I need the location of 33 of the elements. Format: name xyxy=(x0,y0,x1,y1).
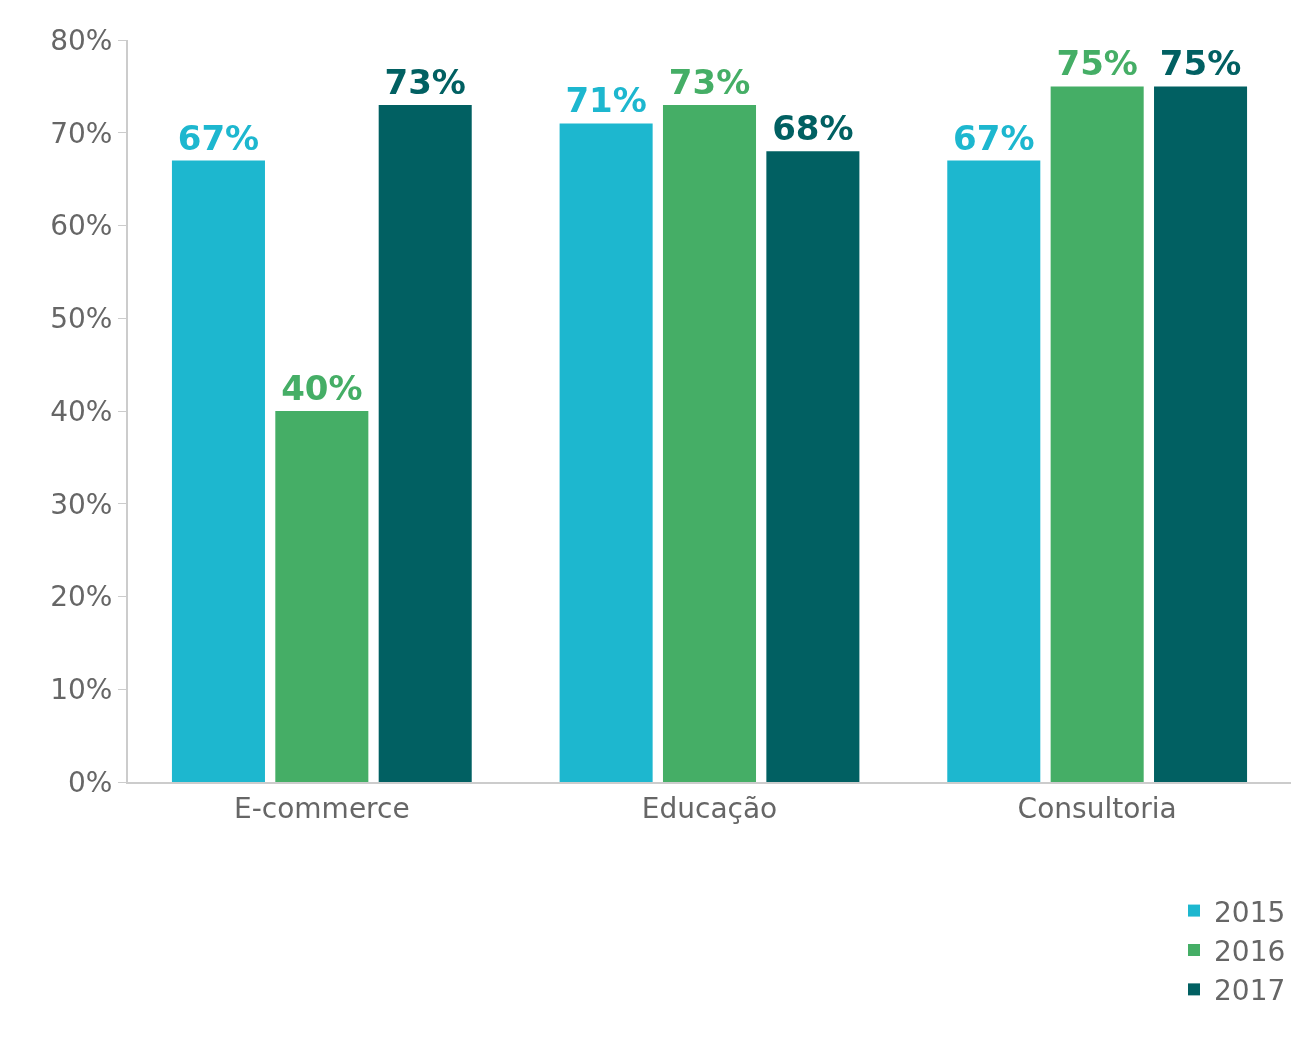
y-tick-label: 70% xyxy=(50,116,113,150)
bar xyxy=(378,104,472,782)
data-label: 75% xyxy=(1056,43,1138,84)
legend-label: 2015 xyxy=(1214,895,1286,929)
x-tick-label: E-commerce xyxy=(234,791,410,825)
y-tick-label: 40% xyxy=(50,394,113,428)
y-tick-label: 60% xyxy=(50,209,113,243)
x-tick-label: Educação xyxy=(641,791,778,825)
bar xyxy=(1050,86,1144,782)
y-tick-label: 20% xyxy=(50,580,113,614)
x-tick-label: Consultoria xyxy=(1017,791,1177,825)
data-label: 40% xyxy=(281,368,363,408)
data-label: 67% xyxy=(177,117,260,158)
y-tick-label: 50% xyxy=(50,302,113,336)
y-tick-label: 80% xyxy=(50,23,113,57)
data-label: 73% xyxy=(384,61,466,102)
bar xyxy=(662,104,757,782)
data-label: 71% xyxy=(565,80,647,121)
data-label: 67% xyxy=(953,117,1035,158)
data-label: 75% xyxy=(1159,43,1242,84)
legend-label: 2016 xyxy=(1214,934,1286,968)
bar xyxy=(1154,86,1248,782)
y-tick-label: 10% xyxy=(50,673,113,707)
bar xyxy=(171,160,265,782)
bar xyxy=(766,151,860,782)
y-tick-label: 30% xyxy=(50,487,113,521)
bar xyxy=(559,123,653,782)
bar xyxy=(275,411,369,782)
y-tick-label: 0% xyxy=(67,765,113,799)
bar xyxy=(947,160,1041,782)
data-label: 73% xyxy=(668,61,751,102)
legend-label: 2017 xyxy=(1214,974,1286,1008)
data-label: 68% xyxy=(772,108,854,149)
